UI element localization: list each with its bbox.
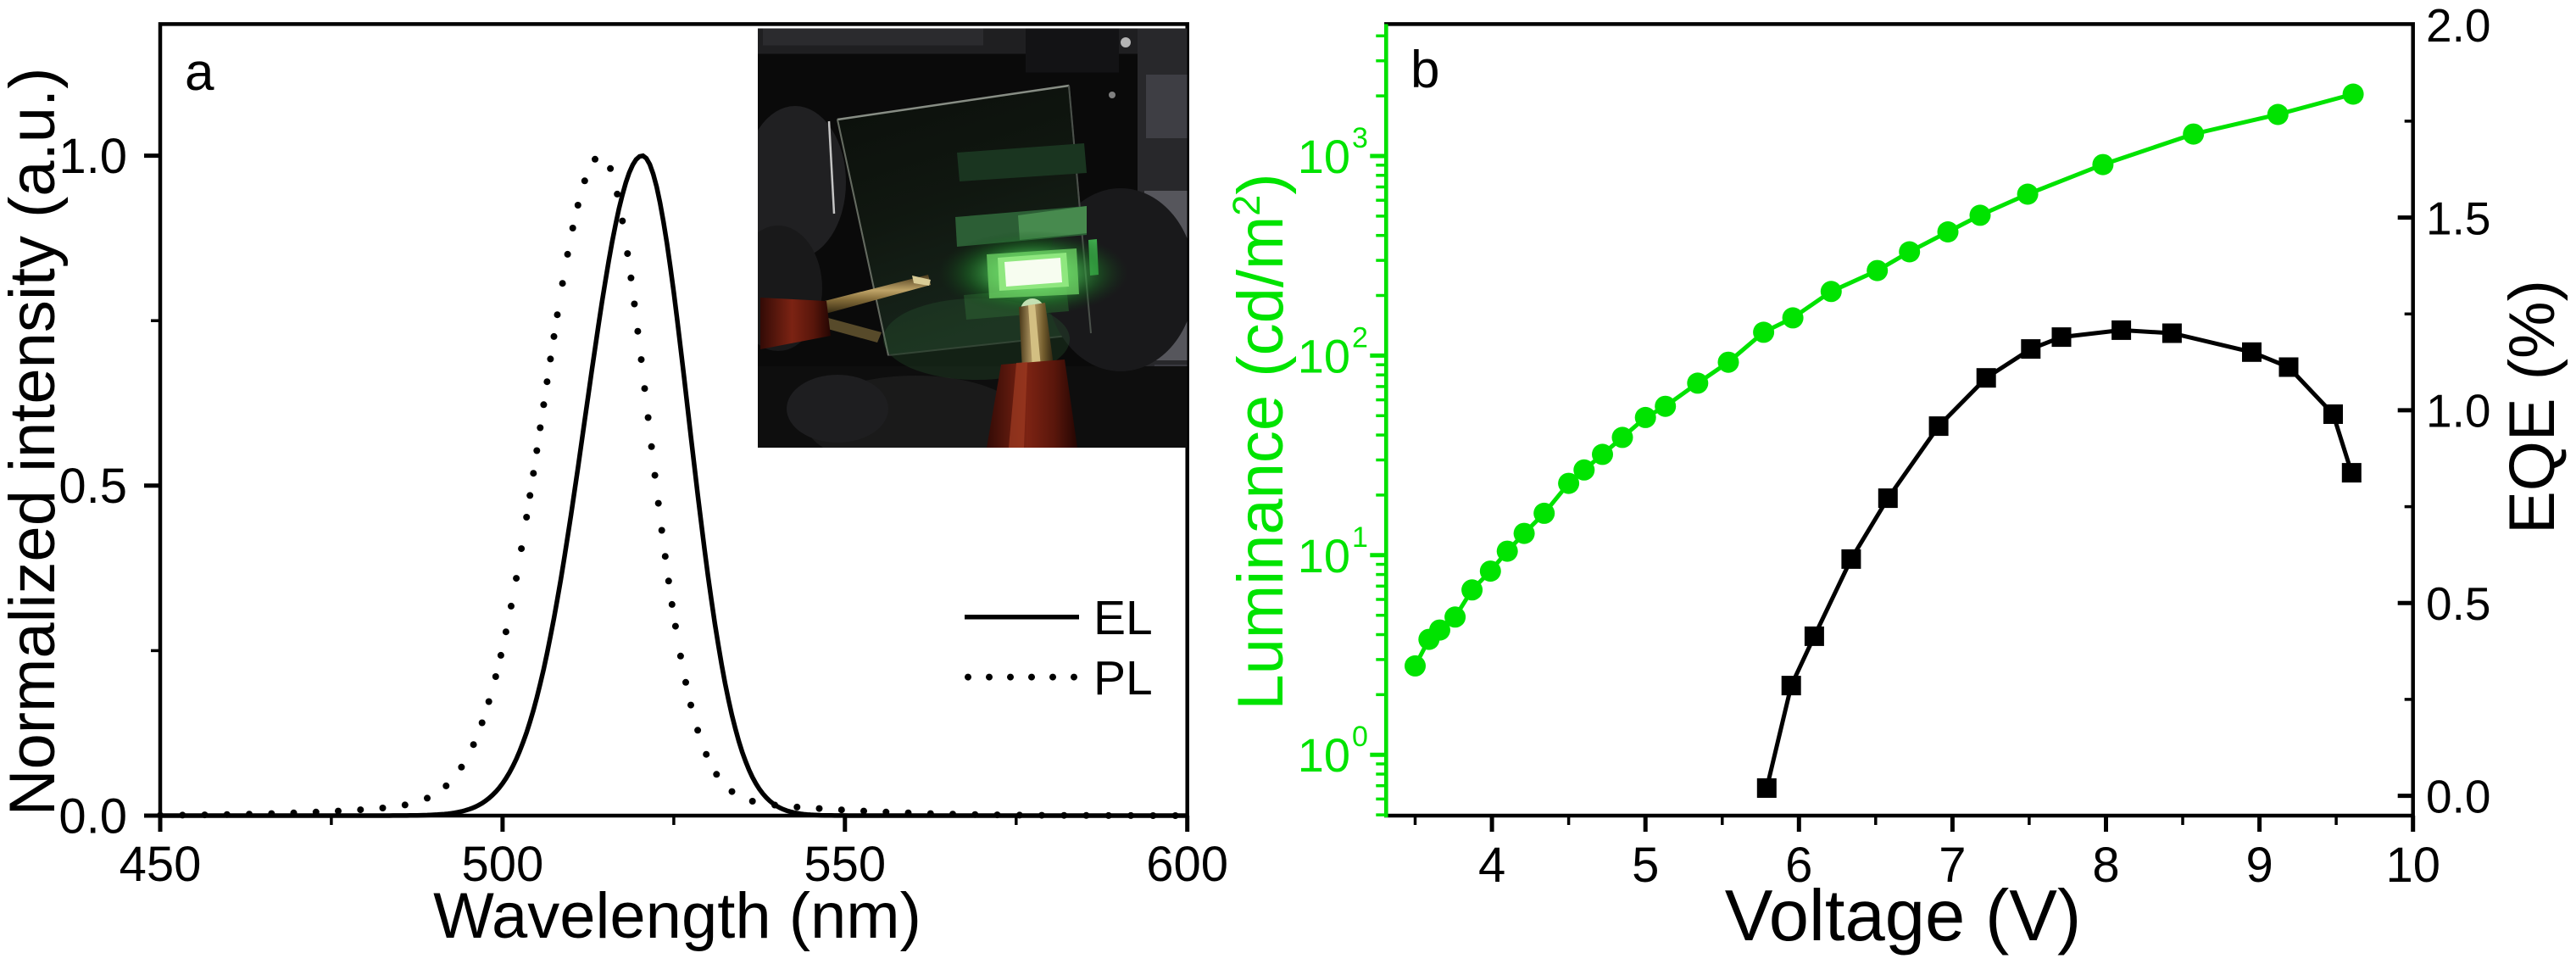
svg-text:450: 450: [120, 837, 202, 892]
svg-text:6: 6: [1785, 838, 1812, 893]
svg-text:10: 10: [1298, 329, 1350, 382]
svg-text:Luminance (cd/m2): Luminance (cd/m2): [1225, 173, 1297, 710]
svg-text:2: 2: [1352, 321, 1368, 354]
svg-text:9: 9: [2245, 838, 2273, 893]
svg-text:a: a: [185, 43, 214, 102]
svg-text:1: 1: [1352, 521, 1368, 554]
svg-text:3: 3: [1352, 122, 1368, 154]
svg-text:0: 0: [1352, 721, 1368, 753]
svg-text:0.0: 0.0: [2426, 770, 2490, 822]
svg-text:1.5: 1.5: [2426, 192, 2490, 244]
svg-text:4: 4: [1478, 838, 1505, 893]
svg-text:10: 10: [1298, 529, 1350, 582]
svg-text:600: 600: [1146, 837, 1228, 892]
svg-text:10: 10: [1298, 130, 1350, 183]
svg-text:0.0: 0.0: [58, 788, 127, 844]
svg-text:5: 5: [1632, 838, 1659, 893]
svg-text:EL: EL: [1093, 591, 1153, 645]
svg-text:10: 10: [1298, 728, 1350, 782]
svg-text:b: b: [1410, 41, 1439, 99]
svg-text:10: 10: [2385, 838, 2440, 893]
svg-text:8: 8: [2092, 838, 2119, 893]
svg-text:1.0: 1.0: [2426, 385, 2490, 437]
svg-text:500: 500: [462, 837, 544, 892]
svg-text:Voltage (V): Voltage (V): [1725, 876, 2082, 956]
svg-text:0.5: 0.5: [2426, 577, 2490, 630]
svg-text:Wavelength (nm): Wavelength (nm): [433, 880, 921, 952]
svg-text:2.0: 2.0: [2426, 0, 2490, 52]
svg-text:Normalized intensity (a.u.): Normalized intensity (a.u.): [0, 68, 69, 816]
svg-text:0.5: 0.5: [58, 459, 127, 514]
svg-text:EQE (%): EQE (%): [2496, 280, 2568, 534]
svg-text:550: 550: [804, 837, 886, 892]
svg-text:PL: PL: [1093, 651, 1153, 705]
svg-text:7: 7: [1939, 838, 1966, 893]
svg-text:1.0: 1.0: [58, 129, 127, 184]
